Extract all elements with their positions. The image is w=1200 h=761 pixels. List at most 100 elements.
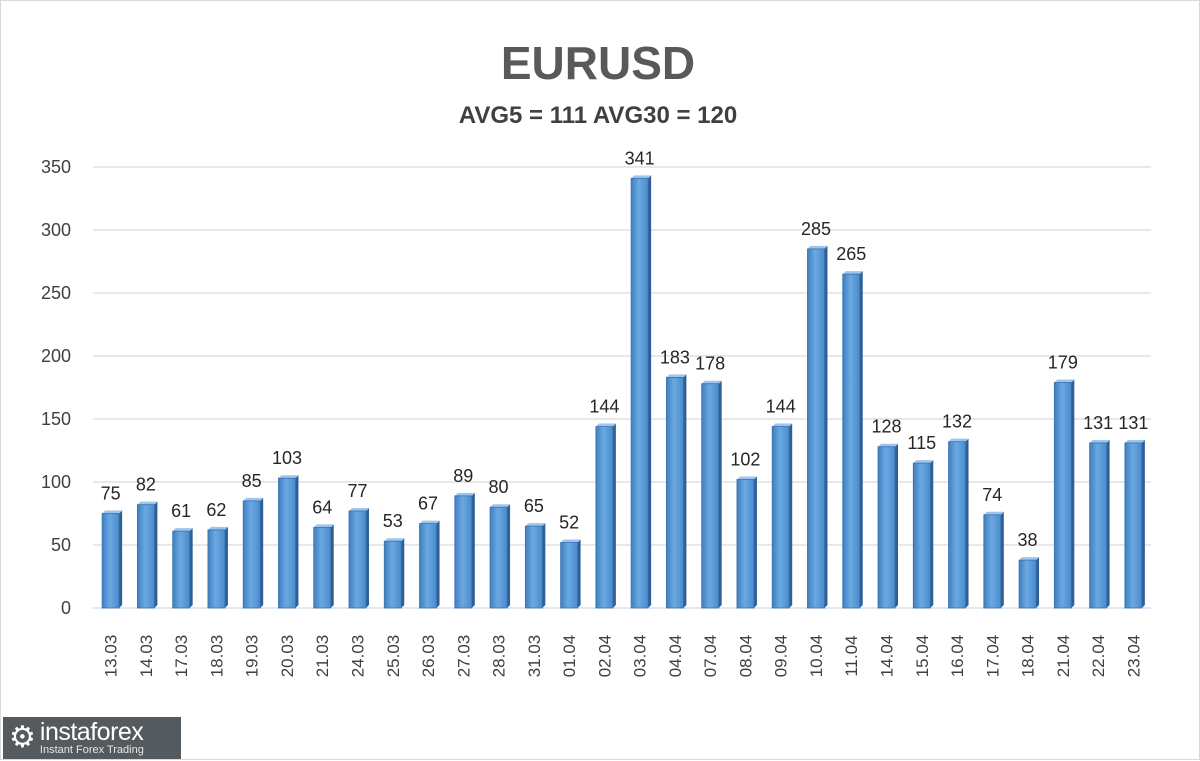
bar-top — [842, 271, 863, 275]
bar-top — [278, 475, 299, 479]
bar-top — [1019, 557, 1040, 561]
bar-side — [366, 507, 369, 608]
logo-tagline: Instant Forex Trading — [39, 744, 144, 756]
bar-side — [1141, 439, 1145, 608]
bar-top — [666, 374, 687, 378]
logo-brand: instaforex — [39, 718, 144, 746]
data-label: 144 — [766, 397, 796, 417]
bar — [1124, 442, 1143, 609]
data-label: 178 — [695, 354, 725, 374]
data-label: 102 — [730, 449, 760, 469]
data-label: 132 — [942, 412, 972, 432]
bar-top — [102, 510, 123, 514]
bar-side — [718, 380, 722, 608]
y-tick-label: 250 — [41, 283, 71, 303]
bar-top — [137, 501, 158, 505]
bar-top — [560, 539, 581, 543]
bar-top — [349, 507, 369, 511]
data-label: 80 — [489, 477, 509, 497]
bar-side — [401, 538, 405, 608]
y-tick-label: 200 — [41, 346, 71, 366]
bar — [666, 377, 684, 609]
bar — [242, 500, 261, 609]
x-tick-label: 26.03 — [419, 635, 438, 678]
x-axis-ticks: 13.03 14.03 17.03 18.03 19.03 20.03 21.03 24.03… — [102, 635, 1144, 678]
x-tick-label: 11.04 — [842, 635, 861, 676]
bar-side — [824, 245, 828, 608]
data-label: 131 — [1118, 413, 1148, 433]
x-tick-label: 20.03 — [278, 635, 297, 678]
bar-top — [1054, 379, 1075, 383]
bar-side — [895, 443, 898, 608]
chart-subtitle: AVG5 = 111 AVG30 = 120 — [459, 102, 737, 129]
y-tick-label: 100 — [41, 472, 71, 492]
bar-side — [507, 504, 511, 608]
bar — [842, 273, 861, 609]
bar — [207, 529, 226, 609]
x-tick-label: 04.04 — [666, 635, 685, 678]
bars — [101, 175, 1145, 609]
bar-side — [612, 423, 616, 608]
bar — [807, 248, 825, 609]
bar — [278, 477, 296, 609]
bar-side — [189, 528, 193, 608]
data-label: 144 — [589, 397, 619, 417]
bar-side — [224, 526, 228, 608]
bar-top — [878, 443, 898, 447]
x-tick-label: 17.03 — [172, 635, 191, 678]
bar — [736, 479, 755, 609]
x-tick-label: 24.03 — [349, 635, 368, 678]
data-label: 65 — [524, 496, 544, 516]
x-tick-label: 28.03 — [490, 635, 509, 678]
bar-top — [172, 528, 193, 532]
bar — [1089, 442, 1107, 609]
bar — [948, 441, 966, 609]
bar-side — [295, 475, 299, 608]
bar — [983, 514, 1002, 609]
data-label: 115 — [907, 433, 936, 453]
data-label: 38 — [1018, 530, 1038, 550]
bar-top — [1089, 439, 1110, 443]
bar — [313, 526, 332, 609]
bar-side — [1071, 379, 1075, 608]
data-label: 85 — [242, 471, 262, 491]
x-tick-label: 01.04 — [560, 635, 579, 678]
bar-side — [1000, 511, 1004, 608]
bar — [454, 495, 473, 609]
bar-side — [930, 460, 934, 608]
x-tick-label: 16.04 — [948, 635, 967, 678]
y-axis-ticks: 0 50 100 150 200 250 300 350 — [41, 157, 71, 618]
bar-side — [859, 271, 863, 608]
bar — [524, 525, 543, 609]
bar — [912, 462, 931, 609]
bar-side — [753, 476, 757, 608]
bar-side — [471, 492, 475, 608]
data-label: 77 — [347, 481, 367, 501]
bar-top — [736, 476, 757, 480]
bar-top — [454, 492, 475, 496]
x-tick-label: 25.03 — [384, 635, 403, 678]
instaforex-logo: ⚙ instaforex Instant Forex Trading — [3, 717, 181, 759]
x-tick-label: 31.03 — [525, 635, 544, 678]
bar-top — [525, 523, 546, 527]
bar-side — [789, 423, 793, 608]
data-label: 179 — [1048, 352, 1078, 372]
x-tick-label: 09.04 — [772, 635, 791, 678]
x-tick-label: 13.03 — [102, 635, 121, 678]
bar-top — [772, 423, 793, 427]
y-tick-label: 300 — [41, 220, 71, 240]
data-label: 64 — [312, 497, 332, 517]
bar — [172, 530, 191, 609]
x-tick-label: 22.04 — [1089, 635, 1108, 678]
bar — [630, 177, 649, 609]
bar — [383, 540, 402, 609]
bar-top — [1124, 439, 1145, 443]
bar — [348, 510, 367, 609]
x-tick-label: 21.03 — [313, 635, 332, 678]
bar-top — [490, 504, 511, 508]
bar-top — [207, 526, 228, 530]
bar-top — [313, 524, 334, 528]
